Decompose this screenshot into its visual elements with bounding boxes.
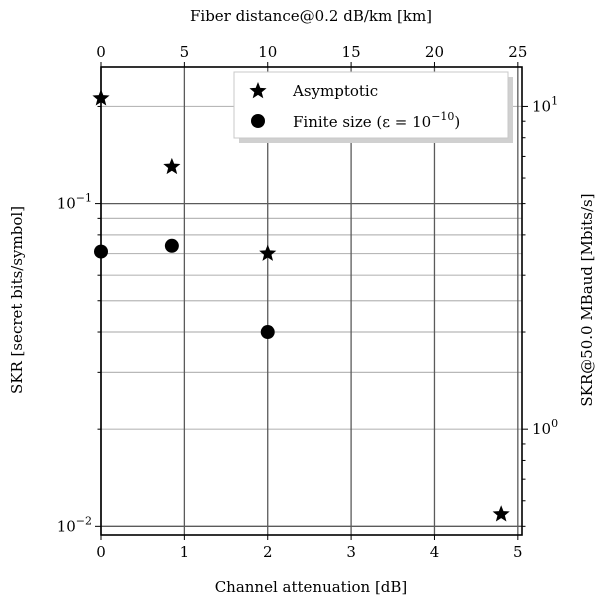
x-tick-label: 2 <box>263 543 273 561</box>
top-x-tick-label: 5 <box>180 43 190 61</box>
top-x-tick-label: 20 <box>425 43 444 61</box>
top-x-tick-label: 25 <box>508 43 527 61</box>
legend-star-marker <box>249 82 267 99</box>
x-tick-label: 1 <box>180 543 190 561</box>
y-tick-label: 10−2 <box>57 514 92 535</box>
top-x-tick-label: 10 <box>258 43 277 61</box>
legend-label-asymptotic: Asymptotic <box>292 82 378 100</box>
asymptotic-point <box>492 505 510 522</box>
right-y-axis-label: SKR@50.0 MBaud [Mbits/s] <box>578 193 596 406</box>
finite-size-point <box>164 238 179 253</box>
asymptotic-point <box>259 244 277 261</box>
finite-size-point <box>260 325 275 340</box>
legend-label-finite-size: Finite size (ε = 10−10) <box>293 110 460 131</box>
top-x-tick-label: 0 <box>96 43 106 61</box>
x-axis-label: Channel attenuation [dB] <box>215 578 408 596</box>
y-tick-label: 10−1 <box>57 192 92 213</box>
legend-box <box>233 71 509 139</box>
legend-circle-marker <box>251 114 265 128</box>
asymptotic-point <box>163 157 181 175</box>
x-tick-label: 0 <box>96 543 106 561</box>
x-tick-label: 3 <box>346 543 356 561</box>
top-x-tick-label: 15 <box>342 43 361 61</box>
x-tick-label: 4 <box>430 543 440 561</box>
right-y-tick-label: 100 <box>532 417 558 438</box>
top-x-axis-label: Fiber distance@0.2 dB/km [km] <box>190 7 432 25</box>
legend: Asymptotic Finite size (ε = 10−10) <box>233 71 513 143</box>
right-y-tick-label: 101 <box>532 94 558 115</box>
y-axis-label: SKR [secret bits/symbol] <box>8 206 26 394</box>
x-tick-label: 5 <box>513 543 523 561</box>
axes: 0 1 2 3 4 5 0 5 10 15 20 25 10−2 10−1 100 101 <box>57 43 558 561</box>
